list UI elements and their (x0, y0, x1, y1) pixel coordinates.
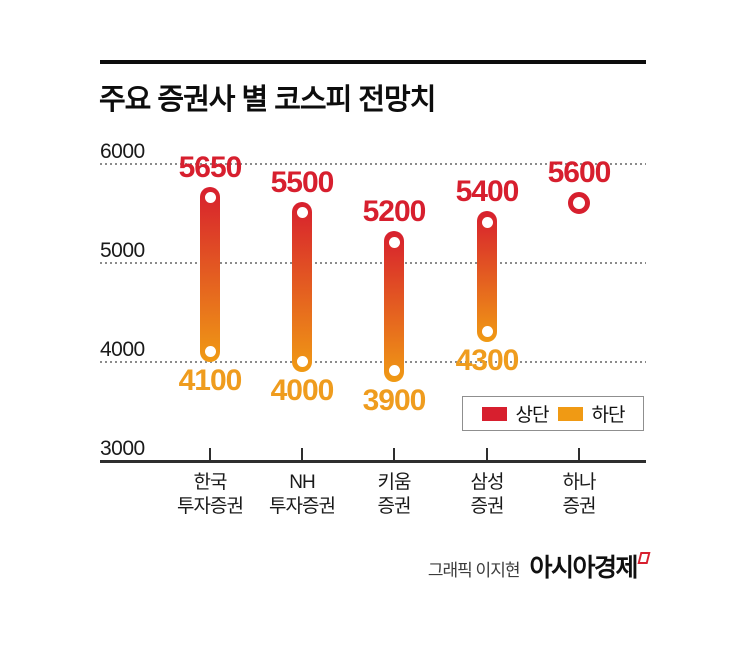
legend-label-upper: 상단 (515, 405, 550, 426)
y-axis-label-4000: 4000 (100, 338, 145, 361)
credit-line: 그래픽 이지현 아시아경제 (427, 548, 651, 584)
chart-title: 주요 증권사 별 코스피 전망치 (99, 84, 436, 116)
upper-value-label: 5650 (178, 150, 243, 184)
upper-marker (481, 216, 493, 228)
upper-value-label: 5400 (455, 175, 520, 209)
category-label: 하나 증권 (562, 472, 597, 517)
x-axis-tick (209, 448, 211, 460)
upper-value-label: 5600 (547, 155, 612, 189)
category-label: 키움 증권 (377, 472, 412, 517)
gridline-6000 (100, 163, 646, 165)
brand-mark-icon (637, 552, 651, 564)
category-label: 한국 투자증권 (177, 472, 244, 517)
legend-swatch-lower (557, 406, 583, 421)
title-rule (100, 60, 646, 64)
upper-marker (296, 207, 308, 218)
lower-value-label: 4000 (270, 374, 335, 407)
lower-value-label: 4100 (178, 364, 243, 398)
x-axis-tick (486, 448, 488, 460)
brand-logo-text: 아시아경제 (529, 554, 638, 582)
legend-swatch-upper (481, 406, 507, 421)
lower-marker (481, 325, 493, 337)
x-axis-tick (393, 448, 395, 460)
upper-marker-ring (568, 191, 590, 214)
lower-marker (388, 365, 400, 377)
y-axis-label-3000: 3000 (100, 437, 145, 460)
range-bar (292, 201, 312, 372)
lower-marker (296, 355, 308, 367)
chart-legend: 상단 하단 (462, 396, 644, 431)
category-label: NH 투자증권 (269, 472, 336, 517)
x-axis-line (100, 460, 646, 463)
y-axis-label-5000: 5000 (100, 239, 145, 262)
upper-value-label: 5500 (270, 165, 335, 199)
y-axis-label-6000: 6000 (100, 140, 145, 163)
upper-marker (388, 236, 400, 248)
credit-text: 그래픽 이지현 (427, 561, 521, 580)
category-label: 삼성 증권 (470, 472, 505, 517)
range-bar (477, 211, 497, 343)
lower-value-label: 4300 (455, 344, 520, 378)
lower-marker (204, 345, 216, 357)
x-axis-tick (301, 448, 303, 460)
upper-value-label: 5200 (362, 195, 427, 229)
range-bar (384, 231, 404, 382)
range-bar (200, 186, 220, 363)
gridline-5000 (100, 262, 646, 264)
gridline-4000 (100, 361, 646, 363)
x-axis-tick (578, 448, 580, 460)
lower-value-label: 3900 (362, 383, 427, 417)
legend-label-lower: 하단 (591, 405, 626, 426)
upper-marker (204, 192, 216, 204)
